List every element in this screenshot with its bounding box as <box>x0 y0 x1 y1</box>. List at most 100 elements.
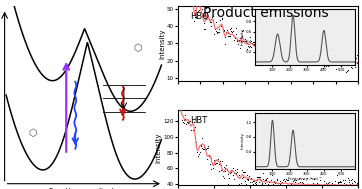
Point <box>207 163 212 166</box>
Point <box>268 183 274 186</box>
Point <box>226 32 231 35</box>
Point <box>342 179 348 182</box>
Point <box>240 170 246 174</box>
Point <box>239 35 245 38</box>
Point <box>190 122 195 125</box>
Point <box>181 122 187 125</box>
Point <box>308 57 313 60</box>
Point <box>320 67 326 70</box>
Point <box>276 49 282 52</box>
Point <box>223 166 228 169</box>
Point <box>344 57 349 60</box>
Point <box>264 179 269 182</box>
Point <box>342 62 348 65</box>
Point <box>269 55 275 58</box>
Point <box>310 58 315 61</box>
Point <box>355 185 361 188</box>
Point <box>191 9 197 12</box>
Point <box>179 4 185 7</box>
Text: ⬡: ⬡ <box>134 43 142 53</box>
Point <box>195 9 201 12</box>
Point <box>319 60 324 63</box>
Point <box>312 61 318 64</box>
Point <box>308 50 314 53</box>
Point <box>264 51 269 54</box>
Point <box>202 17 208 20</box>
Point <box>255 44 261 47</box>
Point <box>236 38 241 41</box>
Point <box>282 180 288 183</box>
Point <box>279 48 285 51</box>
Point <box>317 53 323 56</box>
Point <box>286 54 292 57</box>
Point <box>273 186 278 189</box>
Point <box>296 177 302 180</box>
Point <box>262 52 268 55</box>
Point <box>347 182 353 185</box>
Point <box>279 181 285 184</box>
Point <box>307 58 312 61</box>
Point <box>328 188 334 189</box>
Point <box>244 177 249 180</box>
Point <box>355 54 361 57</box>
Point <box>264 49 270 52</box>
Point <box>207 20 213 23</box>
Point <box>224 169 230 172</box>
Point <box>309 58 315 61</box>
Point <box>225 173 231 176</box>
Point <box>241 41 247 44</box>
Point <box>351 179 357 182</box>
Point <box>254 179 260 182</box>
Point <box>190 7 196 10</box>
Point <box>258 56 264 59</box>
Point <box>286 184 292 187</box>
Point <box>325 184 331 187</box>
Point <box>303 188 309 189</box>
Point <box>180 119 185 122</box>
Point <box>220 174 226 177</box>
Point <box>289 183 294 186</box>
Point <box>344 63 350 66</box>
Point <box>230 166 236 169</box>
Point <box>271 179 277 182</box>
Point <box>290 53 295 56</box>
Point <box>268 178 274 181</box>
Point <box>340 63 346 66</box>
Point <box>199 8 205 11</box>
Point <box>227 28 233 31</box>
Point <box>216 31 222 34</box>
Point <box>347 61 353 64</box>
Point <box>186 119 192 122</box>
Point <box>188 0 193 1</box>
Point <box>262 178 268 181</box>
Point <box>236 173 241 176</box>
Point <box>311 177 316 180</box>
Point <box>247 180 253 183</box>
Point <box>263 48 269 51</box>
Point <box>346 57 352 60</box>
Point <box>210 18 215 21</box>
Point <box>337 181 343 184</box>
Point <box>272 182 278 185</box>
Point <box>294 52 300 55</box>
Point <box>300 178 306 181</box>
Point <box>309 186 315 189</box>
Point <box>198 11 204 14</box>
Point <box>303 54 309 57</box>
Point <box>196 4 202 7</box>
Point <box>209 168 214 171</box>
Point <box>254 46 260 50</box>
Point <box>243 183 249 186</box>
Point <box>287 61 293 64</box>
Point <box>265 50 271 53</box>
Point <box>282 186 287 189</box>
Point <box>231 172 237 175</box>
Point <box>247 44 253 47</box>
Point <box>227 34 232 37</box>
Point <box>201 148 207 151</box>
Point <box>191 19 197 22</box>
Point <box>239 169 245 172</box>
Point <box>327 187 332 189</box>
Point <box>340 187 346 189</box>
Point <box>215 159 220 162</box>
